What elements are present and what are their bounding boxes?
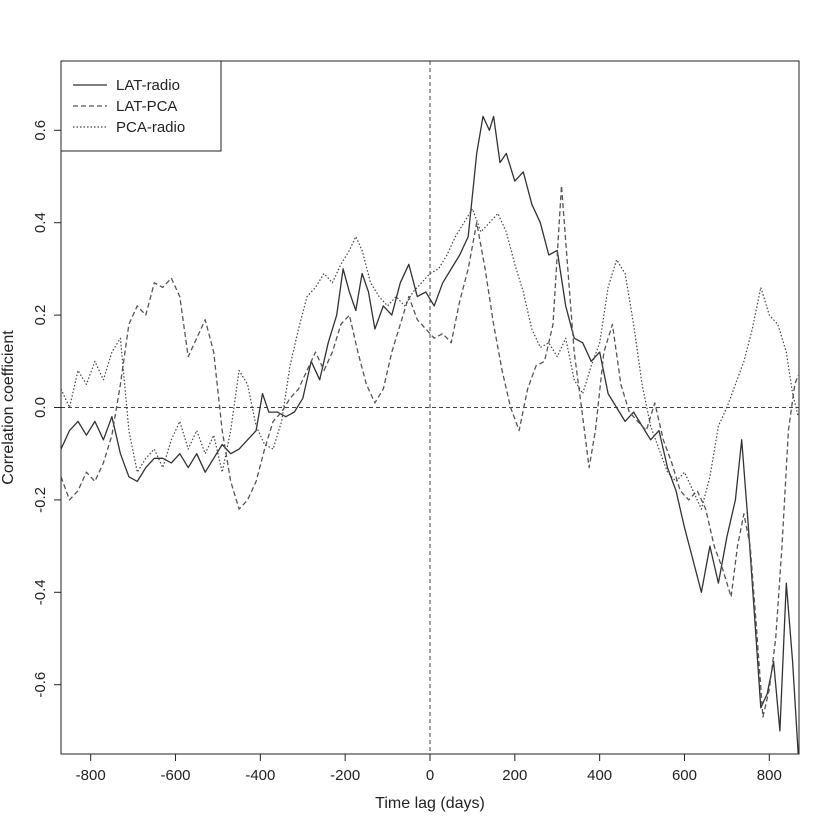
y-tick-label: -0.6 xyxy=(32,672,49,698)
y-axis-title: Correlation coefficient xyxy=(0,330,17,485)
y-tick-label: 0.0 xyxy=(32,397,49,418)
x-tick-label: -400 xyxy=(245,767,275,784)
y-tick-label: 0.2 xyxy=(32,305,49,326)
x-axis: -800 -600 -400 -200 0 200 400 600 800 xyxy=(76,754,782,784)
x-tick-label: 400 xyxy=(587,767,612,784)
y-tick-label: -0.2 xyxy=(32,487,49,513)
y-axis: -0.6 -0.4 -0.2 0.0 0.2 0.4 0.6 xyxy=(32,120,61,698)
y-tick-label: 0.6 xyxy=(32,120,49,141)
legend-label: PCA-radio xyxy=(116,119,185,136)
legend-label: LAT-PCA xyxy=(116,98,177,115)
reference-lines xyxy=(61,61,799,754)
series-line-lat-pca xyxy=(60,185,799,718)
y-tick-label: 0.4 xyxy=(32,212,49,233)
x-tick-label: 0 xyxy=(426,767,434,784)
x-tick-label: -600 xyxy=(161,767,191,784)
x-tick-label: 200 xyxy=(502,767,527,784)
legend-box xyxy=(60,60,222,152)
x-tick-label: 600 xyxy=(672,767,697,784)
x-tick-label: -800 xyxy=(76,767,106,784)
y-tick-label: -0.4 xyxy=(32,579,49,605)
x-tick-label: 800 xyxy=(757,767,782,784)
series-layer xyxy=(60,115,799,755)
series-line-lat-radio xyxy=(60,115,799,755)
legend-label: LAT-radio xyxy=(116,77,180,94)
series-line-pca-radio xyxy=(60,208,799,510)
legend: LAT-radio LAT-PCA PCA-radio xyxy=(60,60,222,152)
x-tick-label: -200 xyxy=(330,767,360,784)
x-axis-title: Time lag (days) xyxy=(375,795,485,812)
